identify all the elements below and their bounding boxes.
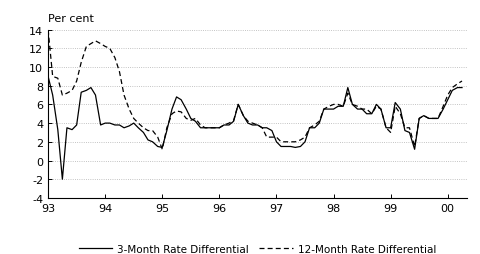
3-Month Rate Differential xyxy=(254,124,260,127)
Text: Per cent: Per cent xyxy=(48,14,94,24)
Line: 3-Month Rate Differential: 3-Month Rate Differential xyxy=(48,77,461,180)
12-Month Rate Differential xyxy=(458,80,464,83)
12-Month Rate Differential xyxy=(45,29,51,32)
12-Month Rate Differential xyxy=(55,77,60,81)
12-Month Rate Differential xyxy=(292,141,298,144)
3-Month Rate Differential xyxy=(45,75,51,78)
12-Month Rate Differential xyxy=(164,127,169,130)
3-Month Rate Differential xyxy=(434,117,440,120)
3-Month Rate Differential xyxy=(164,130,169,133)
12-Month Rate Differential xyxy=(159,148,165,151)
3-Month Rate Differential xyxy=(55,129,60,132)
3-Month Rate Differential xyxy=(169,108,175,111)
Line: 12-Month Rate Differential: 12-Month Rate Differential xyxy=(48,30,461,150)
12-Month Rate Differential xyxy=(254,124,260,127)
Legend: 3-Month Rate Differential, 12-Month Rate Differential: 3-Month Rate Differential, 12-Month Rate… xyxy=(74,240,439,254)
3-Month Rate Differential xyxy=(458,87,464,90)
3-Month Rate Differential xyxy=(292,146,298,149)
3-Month Rate Differential xyxy=(60,178,65,181)
12-Month Rate Differential xyxy=(434,117,440,120)
12-Month Rate Differential xyxy=(169,113,175,116)
